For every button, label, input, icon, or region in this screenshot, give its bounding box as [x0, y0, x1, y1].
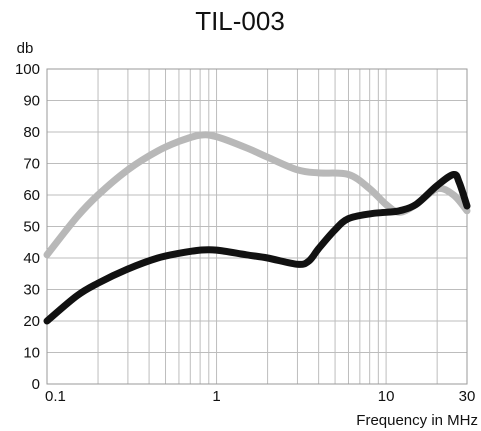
y-tick-label: 50 [23, 219, 40, 236]
y-tick-label: 70 [23, 156, 40, 173]
x-tick-label: 30 [459, 388, 476, 405]
y-tick-label: 80 [23, 124, 40, 141]
series-line-2 [43, 170, 471, 325]
y-tick-label: 100 [15, 61, 40, 78]
axes: 0 10 20 30 40 50 60 70 80 90 100 0.1 1 10 30 [15, 61, 475, 405]
y-tick-label: 40 [23, 250, 40, 267]
x-tick-label: 1 [212, 388, 220, 405]
plot-frame [46, 68, 468, 385]
y-tick-label: 60 [23, 187, 40, 204]
y-tick-label: 10 [23, 345, 40, 362]
y-tick-label: 90 [23, 93, 40, 110]
x-tick-label: 10 [378, 388, 395, 405]
y-tick-label: 0 [32, 376, 40, 393]
y-axis-label: db [17, 40, 34, 57]
y-tick-label: 30 [23, 282, 40, 299]
grid [46, 68, 468, 385]
series-layer [43, 131, 471, 325]
x-tick-label: 0.1 [45, 388, 66, 405]
x-axis-label: Frequency in MHz [356, 412, 478, 429]
y-tick-label: 20 [23, 313, 40, 330]
chart-title: TIL-003 [195, 6, 285, 36]
